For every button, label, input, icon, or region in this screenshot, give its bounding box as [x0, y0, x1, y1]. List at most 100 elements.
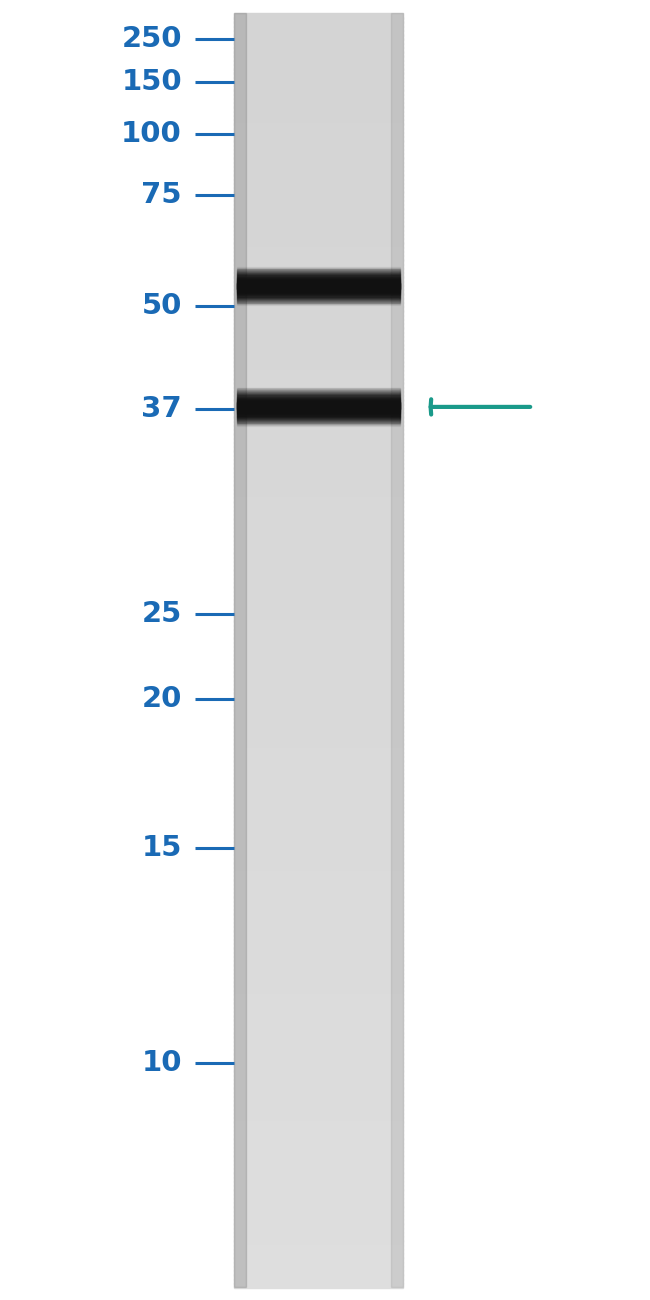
- Bar: [234, 1045, 403, 1050]
- Bar: [234, 39, 403, 44]
- Bar: [234, 124, 403, 129]
- Bar: [237, 390, 400, 393]
- Bar: [234, 127, 403, 133]
- Bar: [234, 120, 403, 125]
- Bar: [234, 51, 403, 57]
- Bar: [234, 365, 403, 370]
- Bar: [234, 794, 403, 800]
- Bar: [234, 768, 403, 775]
- Bar: [237, 389, 400, 391]
- Bar: [234, 968, 403, 974]
- Bar: [234, 549, 403, 554]
- Bar: [237, 406, 400, 408]
- Bar: [234, 1160, 403, 1165]
- Bar: [234, 114, 403, 121]
- Bar: [234, 1066, 403, 1071]
- Bar: [234, 514, 403, 520]
- Bar: [234, 734, 403, 741]
- Bar: [234, 103, 403, 108]
- Bar: [234, 994, 403, 1000]
- Bar: [234, 942, 403, 949]
- Bar: [234, 815, 403, 822]
- Bar: [237, 291, 400, 294]
- Bar: [234, 1122, 403, 1127]
- Bar: [234, 972, 403, 979]
- Text: 150: 150: [122, 68, 182, 96]
- Bar: [234, 412, 403, 417]
- Text: 250: 250: [122, 25, 182, 53]
- Bar: [234, 433, 403, 439]
- Bar: [234, 871, 403, 876]
- Bar: [234, 671, 403, 677]
- Bar: [234, 230, 403, 235]
- Bar: [234, 86, 403, 91]
- Bar: [234, 140, 403, 146]
- Bar: [237, 278, 400, 281]
- Bar: [234, 828, 403, 833]
- Bar: [234, 659, 403, 664]
- Bar: [237, 289, 400, 291]
- Bar: [237, 274, 400, 277]
- Bar: [234, 1261, 403, 1268]
- Bar: [234, 285, 403, 290]
- Bar: [234, 13, 403, 18]
- Bar: [234, 1186, 403, 1191]
- Bar: [234, 519, 403, 524]
- Bar: [234, 90, 403, 95]
- Bar: [234, 760, 403, 766]
- Bar: [234, 1173, 403, 1178]
- Bar: [234, 901, 403, 906]
- Bar: [234, 369, 403, 376]
- Bar: [234, 425, 403, 430]
- Bar: [234, 989, 403, 996]
- Bar: [234, 586, 403, 592]
- Bar: [237, 417, 400, 420]
- Bar: [234, 272, 403, 278]
- Bar: [237, 302, 400, 304]
- Bar: [237, 269, 400, 272]
- Bar: [234, 438, 403, 443]
- Bar: [234, 1019, 403, 1024]
- Bar: [234, 344, 403, 350]
- Bar: [234, 1206, 403, 1212]
- Bar: [237, 282, 400, 283]
- Bar: [234, 935, 403, 940]
- Bar: [234, 705, 403, 711]
- Bar: [234, 358, 403, 363]
- Bar: [234, 166, 403, 172]
- Bar: [237, 294, 400, 296]
- Bar: [234, 60, 403, 65]
- Bar: [234, 493, 403, 498]
- Bar: [237, 266, 400, 269]
- Bar: [234, 845, 403, 852]
- Bar: [234, 620, 403, 625]
- Bar: [234, 1015, 403, 1021]
- Bar: [234, 476, 403, 481]
- Text: 20: 20: [142, 685, 182, 714]
- Bar: [234, 552, 403, 558]
- Bar: [234, 985, 403, 991]
- Bar: [234, 335, 403, 342]
- Bar: [234, 247, 403, 252]
- Bar: [234, 1214, 403, 1221]
- Bar: [234, 1236, 403, 1242]
- Bar: [234, 328, 403, 333]
- Bar: [234, 1197, 403, 1204]
- Bar: [237, 403, 400, 406]
- Bar: [237, 410, 400, 411]
- Bar: [234, 455, 403, 460]
- Bar: [237, 295, 400, 296]
- Bar: [234, 824, 403, 829]
- Bar: [234, 352, 403, 359]
- Bar: [234, 744, 403, 749]
- Bar: [237, 413, 400, 415]
- Bar: [234, 862, 403, 868]
- Bar: [234, 1134, 403, 1140]
- Bar: [234, 731, 403, 736]
- Bar: [237, 408, 400, 411]
- Bar: [234, 195, 403, 202]
- Bar: [234, 982, 403, 987]
- Bar: [234, 399, 403, 406]
- Bar: [234, 225, 403, 231]
- Bar: [234, 30, 403, 35]
